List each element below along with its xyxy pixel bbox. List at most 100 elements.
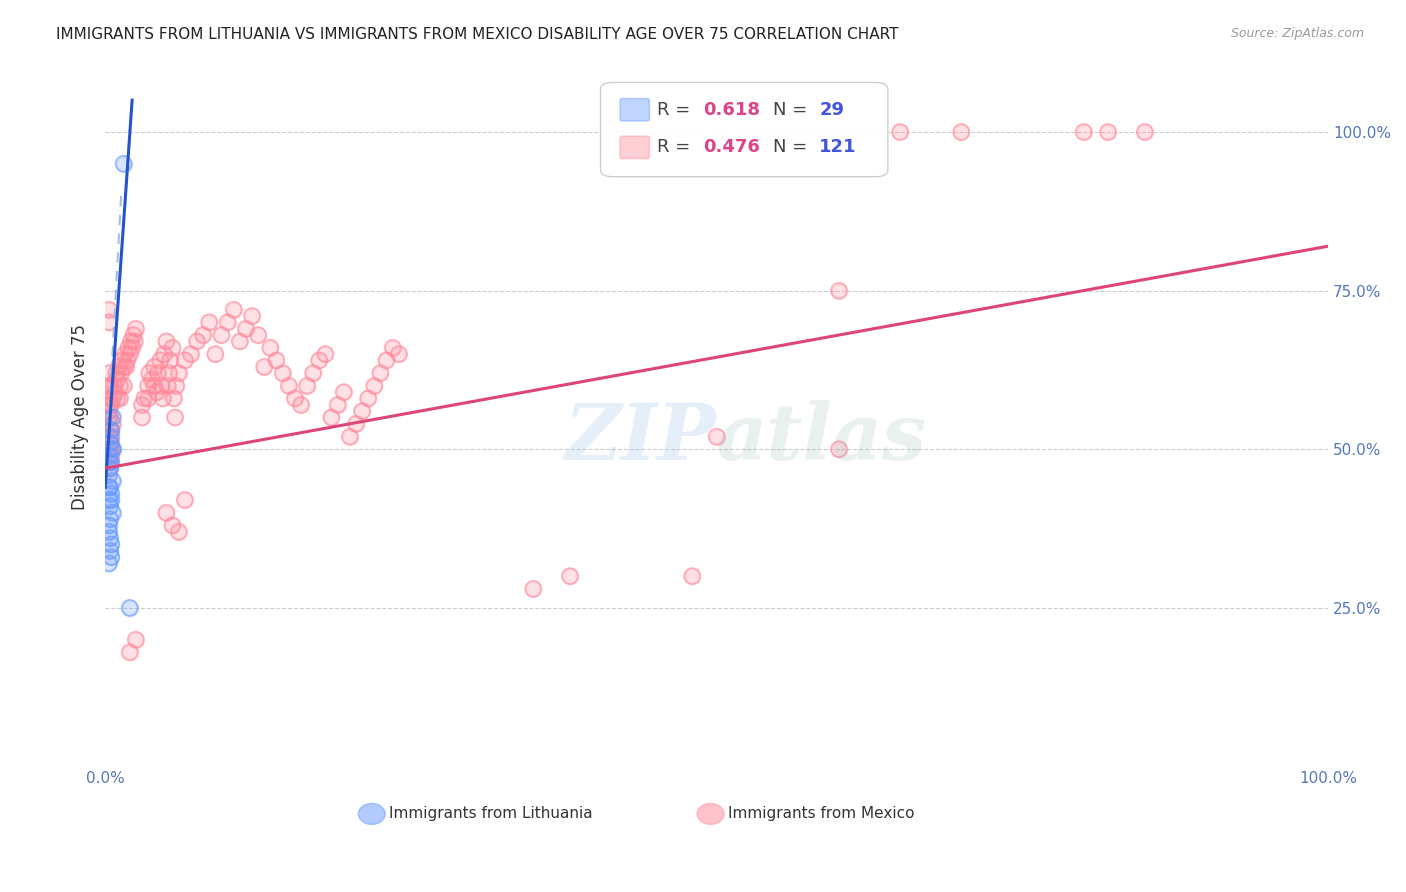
Point [217,315,239,329]
Point [98,512,121,526]
Point [97,455,120,469]
Point [101,506,124,520]
Point [108,378,131,392]
Point [100,398,122,412]
Point [295,378,318,392]
Point [97,429,120,443]
Point [98,410,121,425]
Point [191,328,214,343]
Point [98,531,121,545]
Point [222,302,245,317]
Point [100,537,122,551]
Point [108,378,131,392]
Point [162,341,184,355]
Point [98,531,121,545]
Point [125,321,148,335]
Point [117,341,139,355]
Point [180,347,202,361]
Point [118,645,141,659]
Text: IMMIGRANTS FROM LITHUANIA VS IMMIGRANTS FROM MEXICO DISABILITY AGE OVER 75 CORRE: IMMIGRANTS FROM LITHUANIA VS IMMIGRANTS … [56,27,898,42]
Point [163,392,186,406]
Point [112,378,135,392]
Point [167,366,190,380]
Point [136,392,159,406]
Point [163,392,186,406]
Point [162,518,184,533]
Point [308,353,330,368]
Point [117,341,139,355]
Point [357,392,380,406]
Point [157,366,180,380]
Point [558,569,581,583]
Point [112,359,135,374]
Point [253,359,276,374]
Point [266,353,288,368]
Point [162,518,184,533]
Point [98,512,121,526]
Ellipse shape [697,804,724,824]
Point [706,429,728,443]
Point [159,353,181,368]
Point [98,500,121,514]
Point [110,366,132,380]
Point [167,366,190,380]
Point [363,378,385,392]
Point [143,359,166,374]
Point [100,493,122,508]
Point [118,645,141,659]
Point [101,417,124,431]
Point [162,341,184,355]
Point [112,359,135,374]
Point [98,435,121,450]
Point [156,378,179,392]
Point [120,334,142,349]
Text: 0.476: 0.476 [703,138,761,156]
Text: Source: ZipAtlas.com: Source: ZipAtlas.com [1230,27,1364,40]
Point [101,410,124,425]
Point [191,328,214,343]
Point [98,480,121,494]
Point [558,569,581,583]
Point [157,366,180,380]
Point [134,392,156,406]
Point [152,392,174,406]
Point [97,518,120,533]
Point [97,404,120,418]
Point [97,467,120,482]
Point [100,449,122,463]
Point [108,392,131,406]
Point [321,410,343,425]
Point [124,334,146,349]
Point [98,543,121,558]
Point [97,392,120,406]
Point [101,474,124,488]
Point [141,372,163,386]
Point [153,347,176,361]
Point [114,347,136,361]
Point [284,392,307,406]
Point [950,125,973,139]
Point [155,334,177,349]
Point [173,353,195,368]
Point [217,315,239,329]
Point [107,372,129,386]
FancyBboxPatch shape [600,82,887,177]
Point [290,398,312,412]
Point [145,385,167,400]
Point [308,353,330,368]
Point [100,537,122,551]
Point [266,353,288,368]
Point [110,366,132,380]
Point [198,315,221,329]
Point [326,398,349,412]
Point [155,506,177,520]
Point [97,429,120,443]
Point [131,410,153,425]
Point [350,404,373,418]
Point [100,435,122,450]
Text: ZIP: ZIP [565,401,717,476]
Point [97,557,120,571]
Point [98,435,121,450]
Point [124,334,146,349]
Point [97,449,120,463]
